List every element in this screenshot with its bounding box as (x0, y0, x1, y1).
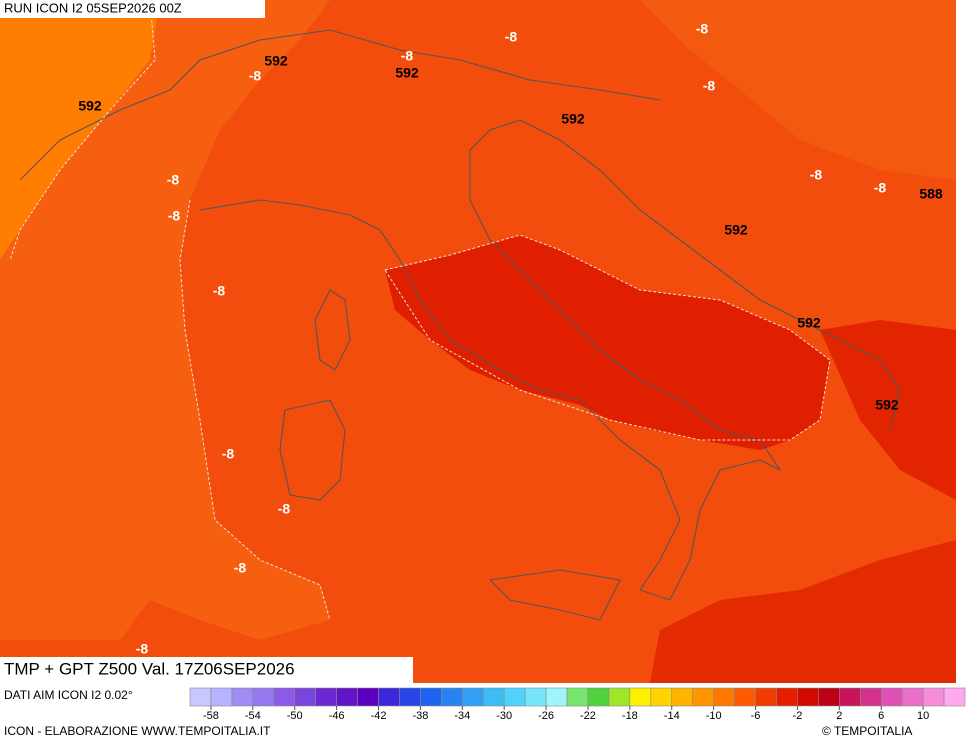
colorbar-swatch (378, 687, 400, 707)
contour-label: 592 (264, 53, 288, 69)
colorbar-tick-label: 10 (917, 710, 929, 722)
hot-region (650, 540, 956, 683)
colorbar-swatch (566, 687, 589, 707)
colorbar-swatch (859, 687, 882, 707)
contour-label: -8 (168, 208, 181, 224)
contour-label: 592 (78, 98, 102, 114)
contour-label: -8 (222, 446, 235, 462)
colorbar-tick-label: -26 (538, 710, 554, 722)
hot-region (385, 235, 830, 450)
copyright-label: © TEMPOITALIA (822, 724, 912, 738)
map (0, 0, 956, 683)
colorbar-tick-label: 6 (878, 710, 884, 722)
run-label: RUN ICON I2 05SEP2026 00Z (4, 0, 182, 15)
contour-label: -8 (505, 29, 518, 45)
colorbar-tick-label: -58 (203, 710, 219, 722)
sea-region (0, 0, 330, 640)
colorbar-tick-label: -6 (751, 710, 761, 722)
isotherms (9, 0, 831, 621)
colorbar-swatch (461, 687, 484, 707)
contour-label: -8 (167, 172, 180, 188)
colorbar-swatch (839, 687, 861, 707)
colorbar-swatch (482, 687, 505, 707)
source-label: DATI AIM ICON I2 0.02° (4, 688, 133, 702)
colorbar-tick-label: 2 (836, 710, 842, 722)
colorbar-swatch (315, 687, 337, 707)
header-box (0, 0, 265, 18)
colorbar-swatch (650, 687, 673, 707)
contour-label: -8 (213, 283, 226, 299)
colorbar-swatch (399, 687, 421, 707)
colorbar-swatch (880, 687, 903, 707)
colorbar-swatch (524, 687, 547, 707)
colorbar-tick-label: -22 (580, 710, 596, 722)
map-title: TMP + GPT Z500 Val. 17Z06SEP2026 (4, 659, 295, 678)
colorbar-swatch (943, 687, 966, 707)
colorbar-tick-label: -2 (793, 710, 803, 722)
colorbar-swatch (776, 687, 798, 707)
colorbar-tick-label: -18 (622, 710, 638, 722)
contour-label: -8 (136, 641, 149, 657)
contour-label: -8 (696, 21, 709, 37)
colorbar-tick-label: -34 (454, 710, 470, 722)
contour-label: 592 (797, 315, 821, 331)
colorbar-swatch (189, 687, 212, 707)
contour-label: 592 (724, 222, 748, 238)
hot-region (820, 320, 956, 500)
credit-label: ICON - ELABORAZIONE WWW.TEMPOITALIA.IT (4, 724, 271, 738)
title-box (0, 657, 413, 683)
colorbar-swatch (231, 687, 254, 707)
colorbar-swatch (713, 687, 735, 707)
colorbar-swatch (210, 687, 233, 707)
colorbar-swatch (336, 687, 358, 707)
contour-label: -8 (249, 68, 262, 84)
contour-label: -8 (874, 180, 887, 196)
colorbar-swatch (294, 687, 316, 707)
colorbar-tick-label: -54 (245, 710, 261, 722)
colorbar-swatch (503, 687, 526, 707)
coastlines (19, 29, 901, 621)
contour-label: 588 (919, 186, 943, 202)
colorbar-tick-label: -50 (287, 710, 303, 722)
contour-label: -8 (234, 560, 247, 576)
contour-label: 592 (395, 65, 419, 81)
contour-label: 592 (875, 397, 899, 413)
colorbar-swatch (797, 687, 819, 707)
colorbar-swatch (587, 687, 610, 707)
contour-label: -8 (703, 78, 716, 94)
colorbar-swatch (357, 687, 379, 707)
colorbar-swatch (252, 687, 275, 707)
colorbar-tick-label: -10 (706, 710, 722, 722)
colorbar-swatch (734, 687, 756, 707)
colorbar-swatch (629, 687, 652, 707)
contour-label: -8 (278, 501, 291, 517)
colorbar-swatch (901, 687, 924, 707)
colorbar-swatch (273, 687, 296, 707)
colorbar-swatch (692, 687, 714, 707)
contour-label: 592 (561, 111, 585, 127)
colorbar-swatch (420, 687, 442, 707)
colorbar-tick-label: -14 (664, 710, 680, 722)
colorbar-tick-label: -30 (496, 710, 512, 722)
colorbar-swatch (608, 687, 631, 707)
colorbar-swatch (545, 687, 568, 707)
colorbar-swatch (922, 687, 945, 707)
colorbar: -58 -54 -50 -46 -42 -38 -34 -30 -26 -22 -18 -14 -10-… (189, 687, 966, 722)
contour-label: -8 (810, 167, 823, 183)
colorbar-swatch (818, 687, 840, 707)
colorbar-tick-label: -42 (371, 710, 387, 722)
colorbar-swatch (441, 687, 463, 707)
contour-label: -8 (401, 48, 414, 64)
colorbar-tick-label: -38 (412, 710, 428, 722)
colorbar-swatch (671, 687, 694, 707)
colorbar-swatch (755, 687, 777, 707)
north-region (640, 0, 956, 180)
colorbar-tick-label: -46 (329, 710, 345, 722)
